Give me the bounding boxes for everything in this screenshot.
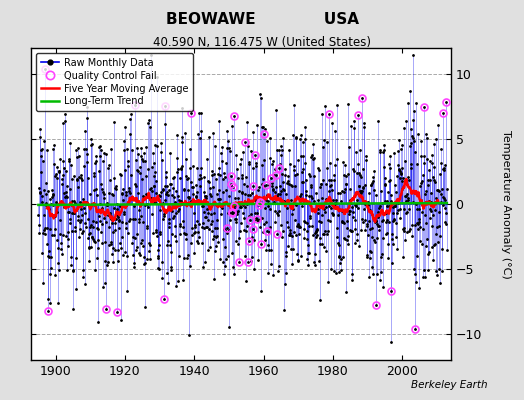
Text: Berkeley Earth: Berkeley Earth [411,380,487,390]
Text: 40.590 N, 116.475 W (United States): 40.590 N, 116.475 W (United States) [153,36,371,49]
Y-axis label: Temperature Anomaly (°C): Temperature Anomaly (°C) [501,130,511,278]
Text: BEOWAWE             USA: BEOWAWE USA [166,12,358,27]
Legend: Raw Monthly Data, Quality Control Fail, Five Year Moving Average, Long-Term Tren: Raw Monthly Data, Quality Control Fail, … [36,53,193,111]
